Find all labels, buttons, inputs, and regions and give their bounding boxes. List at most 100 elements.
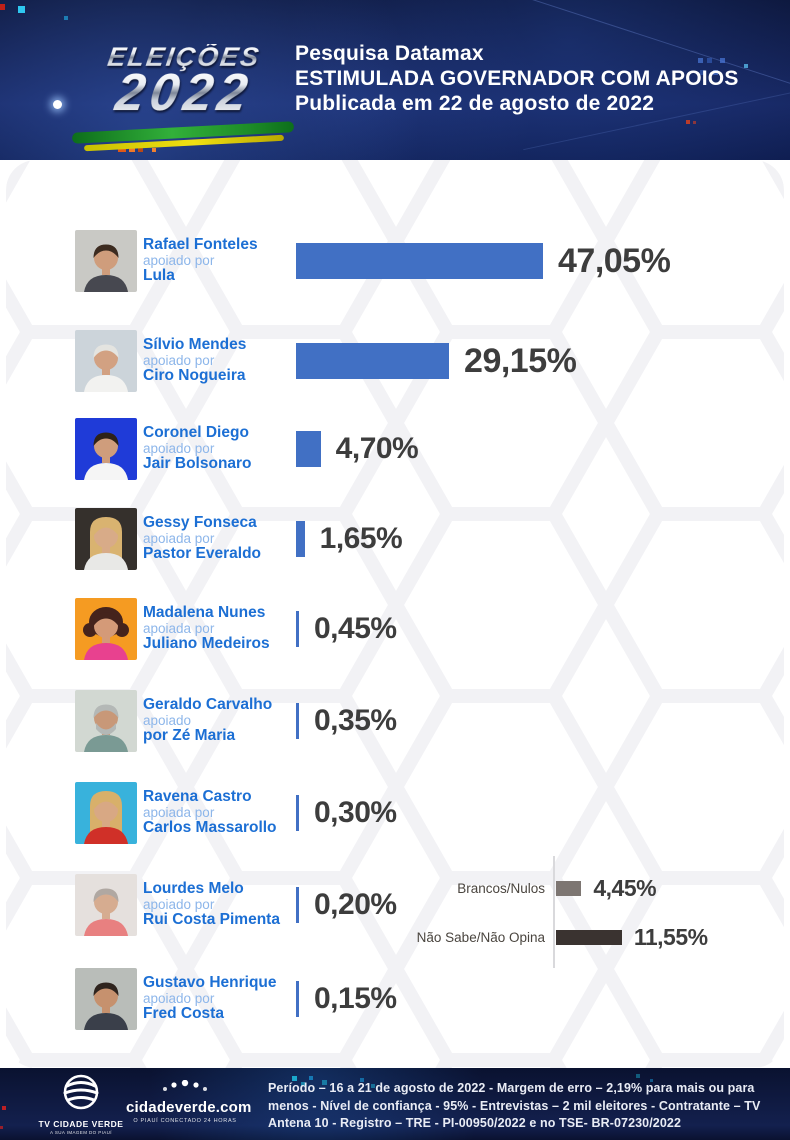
candidate-photo: [75, 874, 137, 936]
eleicoes-2022-logo: ELEIÇÕES 2022: [71, 42, 295, 152]
candidate-photo: [75, 690, 137, 752]
other-bar: [556, 929, 622, 945]
candidate-text: Gustavo Henrique apoiado por Fred Costa: [143, 975, 295, 1022]
other-row: Não Sabe/Não Opina 11,55%: [360, 922, 780, 952]
candidate-name: Rafael Fonteles: [143, 236, 258, 253]
cidadeverde-dots-icon: [163, 1079, 207, 1091]
result-bar: [296, 887, 299, 923]
result-value: 47,05%: [558, 242, 671, 280]
candidate-supporter: Fred Costa: [143, 1005, 224, 1022]
candidate-supporter: Pastor Everaldo: [143, 545, 262, 562]
result-bar: [296, 981, 299, 1017]
other-bar: [556, 880, 582, 896]
candidate-support-prefix: apoiada por: [143, 805, 215, 820]
candidate-text: Madalena Nunes apoiada por Juliano Medei…: [143, 605, 295, 652]
candidate-text: Ravena Castro apoiada por Carlos Massaro…: [143, 789, 295, 836]
result-value: 1,65%: [319, 522, 403, 555]
mini-chart-axis-line: [553, 856, 555, 968]
candidate-support-prefix: apoiado: [143, 713, 192, 728]
candidate-photo: [75, 418, 137, 480]
candidate-photo: [75, 782, 137, 844]
candidate-supporter: Ciro Nogueira: [143, 367, 246, 384]
poll-title-line1: Pesquisa Datamax: [295, 42, 484, 65]
poll-title-line3: Publicada em 22 de agosto de 2022: [295, 92, 655, 115]
candidate-row: Ravena Castro apoiada por Carlos Massaro…: [6, 782, 784, 844]
candidate-row: Gustavo Henrique apoiado por Fred Costa …: [6, 968, 784, 1030]
header-banner: ELEIÇÕES 2022 Pesquisa Datamax ESTIMULAD…: [0, 0, 790, 160]
candidate-row: Sílvio Mendes apoiado por Ciro Nogueira …: [6, 330, 784, 392]
tv-cidade-verde-name: TV CIDADE VERDE: [38, 1119, 124, 1129]
candidate-photo: [75, 230, 137, 292]
result-value: 0,30%: [314, 796, 397, 829]
candidate-row: Geraldo Carvalho apoiado por Zé Maria 0,…: [6, 690, 784, 752]
results-panel: Rafael Fonteles apoiado por Lula 47,05% …: [6, 160, 784, 1068]
candidate-text: Gessy Fonseca apoiada por Pastor Everald…: [143, 515, 295, 562]
footer-banner: TV CIDADE VERDE A SUA IMAGEM DO PIAUÍ ci…: [0, 1068, 790, 1140]
candidate-support-prefix: apoiado por: [143, 897, 215, 912]
candidate-row: Rafael Fonteles apoiado por Lula 47,05%: [6, 230, 784, 292]
hexagon-pattern: [6, 160, 784, 1068]
cidadeverde-com-logo: cidadeverde.com O PIAUÍ CONECTADO 24 HOR…: [126, 1079, 252, 1124]
candidate-supporter: Rui Costa Pimenta: [143, 911, 280, 928]
candidate-name: Gessy Fonseca: [143, 514, 257, 531]
other-label: Brancos/Nulos: [457, 880, 545, 896]
result-bar: [296, 703, 299, 739]
methodology-disclaimer: Período – 16 a 21 de agosto de 2022 - Ma…: [268, 1081, 761, 1130]
candidate-name: Coronel Diego: [143, 424, 249, 441]
candidate-name: Lourdes Melo: [143, 880, 244, 897]
candidates-list: Rafael Fonteles apoiado por Lula 47,05% …: [6, 160, 784, 1068]
candidate-support-prefix: apoiada por: [143, 621, 215, 636]
tv-cidade-verde-tagline: A SUA IMAGEM DO PIAUÍ: [50, 1130, 112, 1135]
other-value: 4,45%: [593, 874, 657, 901]
candidate-supporter: por Zé Maria: [143, 727, 236, 744]
candidate-support-prefix: apoiada por: [143, 531, 215, 546]
logo-word-2022: 2022: [78, 64, 289, 122]
result-bar: [296, 611, 299, 647]
result-value: 4,70%: [335, 432, 419, 465]
candidate-name: Madalena Nunes: [143, 604, 266, 621]
cidadeverde-com-name: cidadeverde.com: [126, 1099, 252, 1116]
result-value: 0,35%: [314, 704, 397, 737]
candidate-support-prefix: apoiado por: [143, 441, 215, 456]
candidate-photo: [75, 598, 137, 660]
candidate-row: Coronel Diego apoiado por Jair Bolsonaro…: [6, 418, 784, 480]
poll-title-line2: ESTIMULADA GOVERNADOR COM APOIOS: [295, 67, 739, 90]
tv-cidade-verde-globe-icon: [63, 1074, 99, 1110]
candidate-name: Ravena Castro: [143, 788, 252, 805]
candidate-row: Lourdes Melo apoiado por Rui Costa Pimen…: [6, 874, 784, 936]
candidate-support-prefix: apoiado por: [143, 991, 215, 1006]
candidate-text: Geraldo Carvalho apoiado por Zé Maria: [143, 697, 295, 744]
candidate-text: Sílvio Mendes apoiado por Ciro Nogueira: [143, 337, 295, 384]
result-value: 29,15%: [464, 342, 577, 380]
result-value: 0,45%: [314, 612, 397, 645]
tv-cidade-verde-logo: TV CIDADE VERDE A SUA IMAGEM DO PIAUÍ: [34, 1073, 128, 1135]
other-row: Brancos/Nulos 4,45%: [360, 873, 780, 903]
cidadeverde-com-tagline: O PIAUÍ CONECTADO 24 HORAS: [133, 1118, 237, 1124]
result-value: 0,20%: [314, 888, 397, 921]
candidate-supporter: Juliano Medeiros: [143, 635, 270, 652]
result-bar: [296, 343, 450, 379]
candidate-name: Geraldo Carvalho: [143, 696, 273, 713]
candidate-photo: [75, 968, 137, 1030]
poll-title: Pesquisa Datamax ESTIMULADA GOVERNADOR C…: [295, 41, 739, 116]
candidate-text: Coronel Diego apoiado por Jair Bolsonaro: [143, 425, 295, 472]
candidate-name: Gustavo Henrique: [143, 974, 277, 991]
candidate-photo: [75, 330, 137, 392]
result-bar: [296, 521, 305, 557]
candidate-text: Rafael Fonteles apoiado por Lula: [143, 237, 295, 284]
candidate-supporter: Carlos Massarollo: [143, 819, 277, 836]
candidate-row: Gessy Fonseca apoiada por Pastor Everald…: [6, 508, 784, 570]
others-mini-chart: Brancos/Nulos 4,45% Não Sabe/Não Opina 1…: [360, 856, 780, 970]
candidate-support-prefix: apoiado por: [143, 253, 215, 268]
candidate-row: Madalena Nunes apoiada por Juliano Medei…: [6, 598, 784, 660]
result-value: 0,15%: [314, 982, 397, 1015]
candidate-name: Sílvio Mendes: [143, 336, 247, 353]
candidate-supporter: Lula: [143, 267, 175, 284]
candidate-text: Lourdes Melo apoiado por Rui Costa Pimen…: [143, 881, 295, 928]
result-bar: [296, 243, 543, 279]
candidate-support-prefix: apoiado por: [143, 353, 215, 368]
result-bar: [296, 795, 299, 831]
candidate-photo: [75, 508, 137, 570]
other-value: 11,55%: [633, 923, 708, 950]
